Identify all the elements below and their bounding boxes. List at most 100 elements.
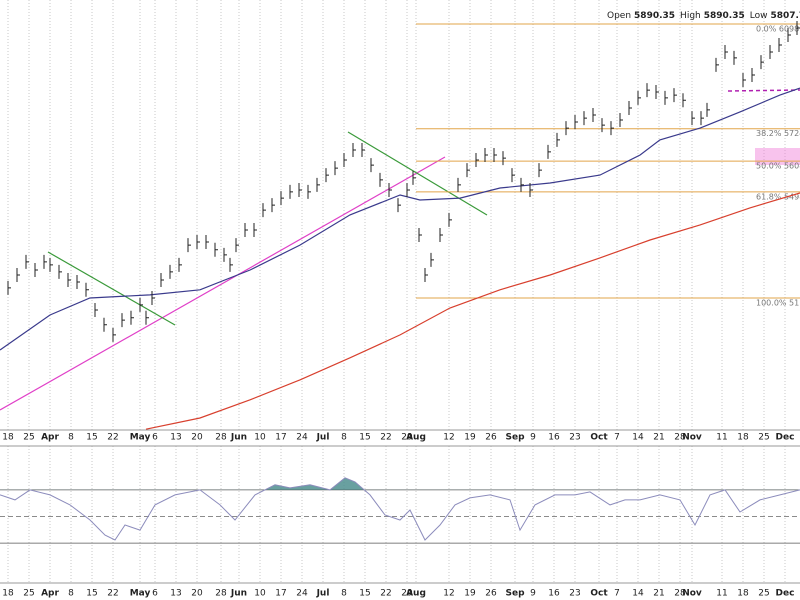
x-tick-label: 15 xyxy=(359,433,370,443)
price-bar xyxy=(700,111,704,126)
price-bar xyxy=(583,111,587,126)
x-tick-label: 25 xyxy=(758,433,769,443)
price-bar xyxy=(94,303,98,317)
price-bar xyxy=(664,90,668,105)
x-tick-label: 19 xyxy=(464,433,476,443)
x-tick-label: Oct xyxy=(590,589,608,599)
price-bar xyxy=(397,198,401,213)
x-tick-label: Apr xyxy=(41,589,59,599)
price-bar xyxy=(103,317,107,332)
quote-value: 5890.35 xyxy=(634,11,675,21)
x-tick-label: 25 xyxy=(23,589,34,599)
price-bar xyxy=(565,121,569,136)
x-tick-label: 8 xyxy=(68,589,74,599)
x-tick-label: 25 xyxy=(23,433,34,443)
fib-label: 61.8% 5498 xyxy=(756,192,800,201)
price-bar xyxy=(751,68,755,82)
x-tick-label: 14 xyxy=(632,589,644,599)
quote-value: 5807.78 xyxy=(770,11,800,21)
price-bar xyxy=(379,172,383,187)
x-tick-label: 24 xyxy=(296,433,308,443)
plot-area: 0.0% 6098 38.2% 5724 50.0% 5608 61.8% 5498 1… xyxy=(0,21,800,541)
fib-label: 100.0% 5119 xyxy=(756,298,800,307)
x-tick-label: 21 xyxy=(653,433,664,443)
price-bar xyxy=(16,268,20,282)
price-bar xyxy=(769,45,773,59)
x-tick-label: 28 xyxy=(215,433,227,443)
price-bar xyxy=(691,111,695,126)
indicator-line xyxy=(0,477,800,541)
x-tick-label: 13 xyxy=(170,433,181,443)
x-tick-label: 11 xyxy=(716,433,727,443)
x-tick-label: 15 xyxy=(359,589,370,599)
fib-label: 38.2% 5724 xyxy=(756,129,800,138)
quote-label: Open xyxy=(607,11,631,21)
x-tick-label: Oct xyxy=(590,433,608,443)
x-tick-label: 22 xyxy=(380,589,391,599)
price-bar xyxy=(682,93,686,108)
x-tick-label: Aug xyxy=(406,433,426,443)
price-bar xyxy=(271,198,275,213)
price-bar xyxy=(511,168,515,183)
x-tick-label: Sep xyxy=(505,589,525,599)
moving-average xyxy=(0,87,800,351)
x-tick-label: 18 xyxy=(737,589,749,599)
price-bar xyxy=(7,280,11,295)
price-bar xyxy=(706,102,710,117)
price-bar xyxy=(538,163,542,178)
x-tick-label: 18 xyxy=(2,433,14,443)
price-bar xyxy=(34,263,38,277)
x-tick-label: 10 xyxy=(254,433,266,443)
x-tick-label: 17 xyxy=(275,589,286,599)
x-tick-label: 8 xyxy=(341,589,347,599)
price-bar xyxy=(787,28,791,42)
price-bar xyxy=(361,143,365,157)
x-tick-label: 15 xyxy=(86,433,97,443)
x-tick-label: 10 xyxy=(254,589,266,599)
x-tick-label: 8 xyxy=(68,433,74,443)
price-bar xyxy=(493,148,497,162)
price-bar xyxy=(556,132,560,147)
price-bar xyxy=(187,238,191,253)
support-line xyxy=(727,89,800,92)
price-bar xyxy=(547,144,551,159)
price-bar xyxy=(418,228,422,242)
x-tick-label: 14 xyxy=(632,433,644,443)
x-tick-label: 9 xyxy=(530,433,536,443)
price-bar xyxy=(307,184,311,199)
x-tick-label: 23 xyxy=(569,589,580,599)
price-bar xyxy=(574,115,578,129)
x-tick-label: 28 xyxy=(674,433,686,443)
price-bar xyxy=(430,252,434,267)
price-bar xyxy=(628,101,632,115)
price-bar xyxy=(67,273,71,287)
price-bar xyxy=(196,235,200,249)
x-tick-label: Dec xyxy=(776,589,795,599)
price-bar xyxy=(121,313,125,328)
x-tick-label: Dec xyxy=(776,433,795,443)
x-tick-label: 22 xyxy=(107,589,118,599)
x-tick-label: Jun xyxy=(230,433,247,443)
x-tick-label: 25 xyxy=(758,589,769,599)
price-bar xyxy=(475,153,479,167)
x-tick-label: 28 xyxy=(674,589,686,599)
price-bar xyxy=(484,148,488,162)
price-bar xyxy=(316,177,320,192)
quote-label: Low xyxy=(750,11,768,21)
fib-label: 50.0% 5608 xyxy=(756,162,800,171)
x-tick-label: 20 xyxy=(191,433,203,443)
price-bar xyxy=(601,118,605,133)
price-bar xyxy=(25,254,29,269)
price-bar xyxy=(778,38,782,52)
price-bar xyxy=(352,143,356,157)
price-bar xyxy=(298,183,302,197)
price-bar xyxy=(160,273,164,287)
price-bar xyxy=(439,228,443,242)
x-tick-label: Nov xyxy=(682,433,702,443)
x-tick-label: Jun xyxy=(230,589,247,599)
x-tick-label: 12 xyxy=(443,433,454,443)
price-bar xyxy=(58,264,62,279)
